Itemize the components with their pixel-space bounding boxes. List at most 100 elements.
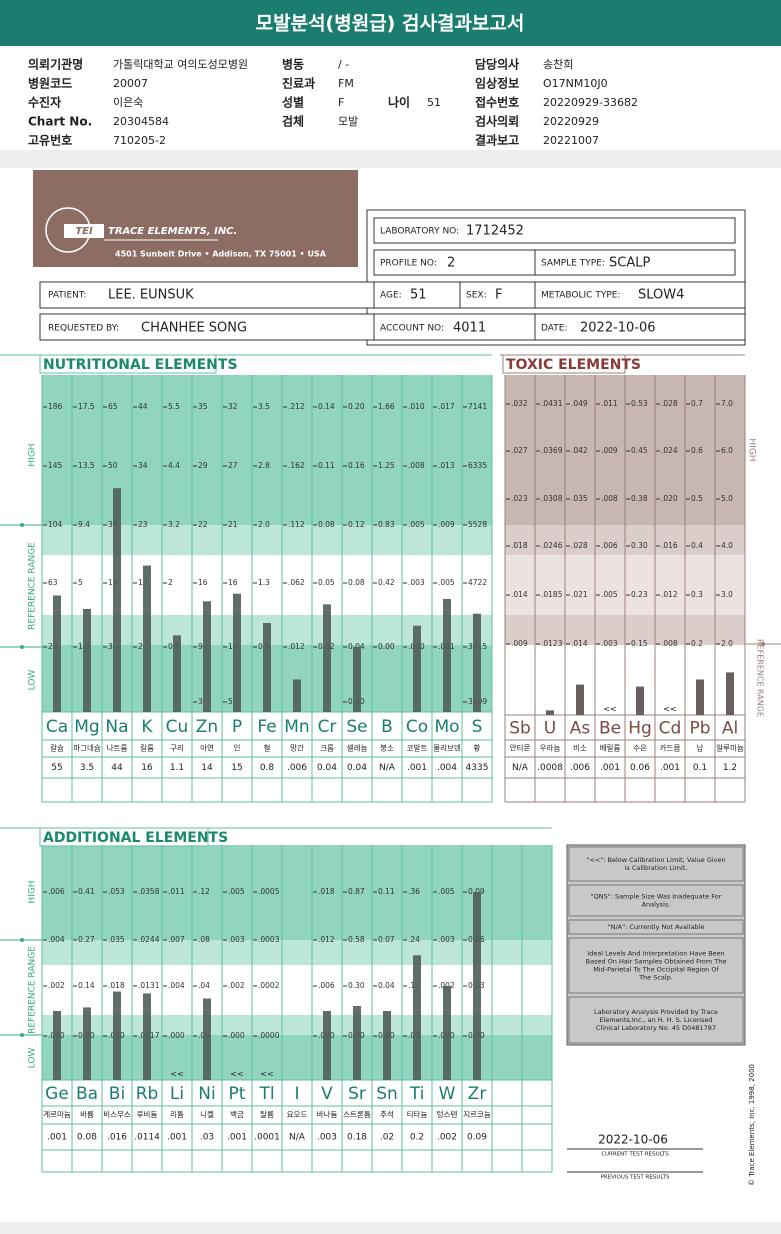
tick-label: .035	[108, 935, 125, 944]
tick-label: 7141	[468, 402, 487, 411]
panel-title: NUTRITIONAL ELEMENTS	[43, 357, 238, 373]
info-value: 710205-2	[113, 134, 166, 147]
symbol: Ca	[46, 717, 68, 737]
note-cell	[568, 996, 744, 1044]
form-label: DATE:	[541, 324, 567, 334]
element-name: 루비듐	[137, 1110, 158, 1119]
bar	[636, 686, 644, 715]
tick-label: .000	[168, 1031, 185, 1040]
tick-label: 17.5	[78, 402, 95, 411]
tick-label: 5	[228, 697, 233, 706]
tick-label: .0002	[258, 981, 280, 990]
symbol: B	[381, 717, 393, 737]
tick-label: .009	[438, 520, 455, 529]
bar	[53, 1011, 61, 1080]
tick-label: .027	[511, 446, 528, 455]
logo-tag	[64, 224, 104, 238]
tick-label: .36	[408, 887, 420, 896]
tick-label: .009	[511, 639, 528, 648]
tick-label: 34	[108, 520, 118, 529]
tick-label: 9	[198, 642, 203, 651]
tick-label: 2.0	[258, 520, 270, 529]
symbol: Cr	[318, 717, 337, 737]
info-label: 성별	[282, 95, 304, 110]
bar	[576, 684, 584, 715]
symbol: I	[294, 1084, 299, 1104]
result: .016	[107, 1133, 127, 1143]
element-name: 나트륨	[107, 744, 128, 753]
address: 4501 Sunbelt Drive • Addison, TX 75001 •…	[115, 250, 327, 259]
tick-label: .020	[661, 494, 678, 503]
tick-label: 63	[48, 578, 58, 587]
box	[373, 217, 736, 244]
symbol: Sn	[376, 1084, 398, 1104]
element-name: 지르코늄	[463, 1110, 491, 1119]
tick-label: 50	[108, 461, 118, 470]
box	[39, 281, 746, 309]
ref-dot	[761, 642, 765, 646]
symbol: Co	[406, 717, 428, 737]
note-line: is Calibration Limit.	[625, 864, 688, 872]
symbol: V	[321, 1084, 333, 1104]
symbol: Hg	[628, 719, 652, 739]
result: 0.06	[630, 763, 650, 773]
range-band	[42, 525, 492, 555]
symbol: Se	[346, 717, 367, 737]
form-value: 2	[447, 256, 455, 271]
form-value: SLOW4	[638, 288, 684, 303]
divider	[0, 1222, 781, 1234]
tick-label: .002	[48, 981, 65, 990]
tick-label: 2	[168, 578, 173, 587]
element-name: 인	[234, 743, 241, 753]
tick-label: .028	[661, 399, 678, 408]
note: Ideal Levels And Interpretation Have Bee…	[586, 950, 727, 982]
form-value: LEE. EUNSUK	[108, 288, 194, 303]
flag: <<	[170, 1070, 183, 1079]
flag: <<	[230, 1070, 243, 1079]
bar	[473, 892, 481, 1080]
panel-title-box	[502, 354, 626, 374]
form-value: 2022-10-06	[580, 321, 656, 336]
symbol: Li	[170, 1084, 184, 1104]
element-name: 황	[474, 743, 481, 753]
element-name: 비스무스	[103, 1110, 131, 1119]
tick-label: 4.4	[168, 461, 180, 470]
tick-label: 0.09	[468, 887, 485, 896]
tick-label: 5.0	[721, 494, 733, 503]
tick-label: .004	[168, 981, 185, 990]
tick-label: .032	[511, 399, 528, 408]
symbol: Tl	[258, 1084, 274, 1104]
result: 0.08	[77, 1133, 97, 1143]
symbol: Ni	[198, 1084, 215, 1104]
element-name: 알루미늄	[716, 744, 744, 753]
tick-label: .006	[48, 887, 65, 896]
tick-label: 0.15	[631, 639, 648, 648]
info-value: 송찬희	[543, 57, 573, 71]
range-band	[42, 1015, 552, 1035]
tick-label: 0.53	[631, 399, 648, 408]
tick-label: 5.5	[168, 402, 180, 411]
symbol: As	[570, 719, 591, 739]
bar	[443, 599, 451, 712]
symbol: Ba	[76, 1084, 98, 1104]
bar	[53, 595, 61, 712]
result: .03	[200, 1133, 214, 1143]
tick-label: 0.83	[378, 520, 395, 529]
tick-label: .010	[408, 402, 425, 411]
form-label: PROFILE NO:	[380, 259, 437, 269]
tick-label: .016	[661, 541, 678, 550]
tick-label: .006	[601, 541, 618, 550]
flag: <<	[603, 705, 616, 714]
tick-label: .000	[228, 1031, 245, 1040]
tick-label: .005	[601, 590, 618, 599]
tick-label: .08	[198, 935, 210, 944]
symbol: Be	[599, 719, 621, 739]
tick-label: 0.38	[631, 494, 648, 503]
company: TRACE ELEMENTS, INC.	[108, 226, 237, 237]
range-band	[42, 375, 492, 525]
info-value: 20007	[113, 77, 148, 90]
element-name: 몰리브덴	[433, 744, 461, 753]
tick-label: 0.11	[378, 887, 395, 896]
